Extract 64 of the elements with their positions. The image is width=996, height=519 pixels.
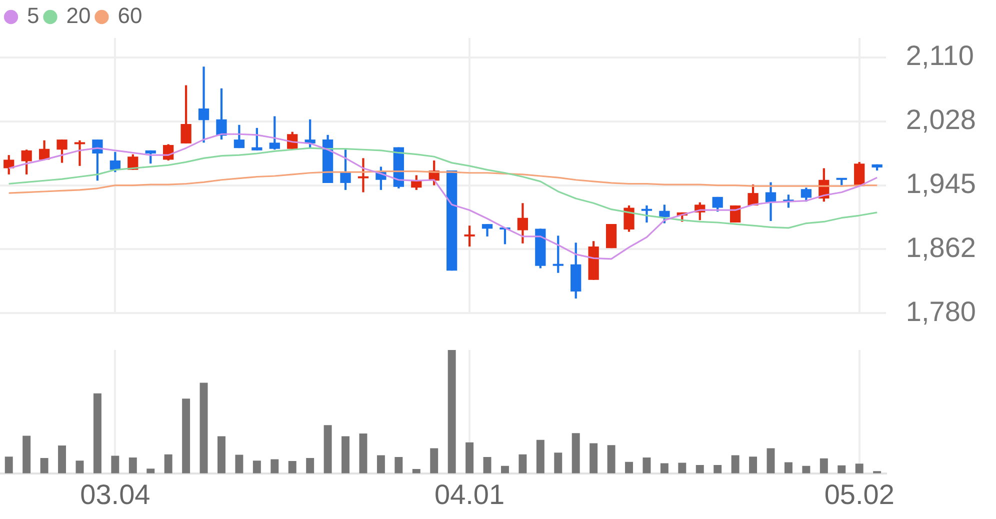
bar — [696, 465, 704, 474]
candlestick — [198, 66, 210, 143]
bar — [412, 468, 420, 474]
bar — [306, 458, 314, 474]
bar — [324, 425, 332, 474]
bar — [784, 462, 792, 474]
bar — [855, 464, 864, 474]
bar — [359, 434, 368, 474]
bar — [146, 468, 155, 474]
bar — [200, 382, 208, 474]
bar — [235, 454, 244, 474]
x-tick-label: 03.04 — [80, 478, 150, 510]
bar — [394, 456, 403, 474]
bar — [111, 456, 120, 474]
bar — [466, 442, 474, 474]
legend-label: 60 — [118, 3, 142, 28]
y-tick-label: 2,110 — [906, 40, 974, 72]
bar — [430, 448, 438, 474]
bar — [536, 440, 544, 474]
bar — [660, 463, 668, 474]
bar — [4, 456, 13, 474]
bar — [500, 466, 509, 474]
candlestick — [358, 158, 369, 192]
bar — [625, 462, 633, 474]
bar — [128, 457, 137, 474]
y-tick-label: 2,028 — [906, 104, 976, 136]
bar — [572, 433, 580, 474]
bar — [58, 446, 66, 474]
bar — [749, 456, 758, 474]
candlestick — [74, 140, 86, 166]
bar — [288, 461, 296, 474]
bar — [483, 456, 492, 474]
bar — [590, 443, 598, 474]
legend-label: 5 — [27, 3, 40, 28]
bar — [342, 436, 350, 474]
bar — [554, 452, 562, 474]
bar — [766, 448, 775, 474]
bar — [164, 454, 172, 474]
bar — [607, 445, 616, 474]
bar — [76, 460, 84, 474]
bar — [820, 458, 828, 474]
bar — [642, 457, 651, 474]
y-tick-label: 1,780 — [906, 296, 976, 327]
x-tick-label: 05.02 — [824, 478, 894, 510]
candlestick — [641, 205, 652, 222]
bar — [182, 398, 190, 474]
bar — [802, 466, 810, 474]
legend-label: 20 — [66, 3, 91, 28]
bar — [714, 465, 722, 474]
y-tick-label: 1,945 — [906, 168, 976, 200]
bar — [252, 460, 261, 474]
bar — [731, 455, 740, 474]
bar — [838, 465, 846, 474]
bar — [518, 454, 527, 474]
bar — [22, 436, 31, 474]
bar — [678, 462, 686, 474]
bar — [376, 455, 385, 474]
bar — [270, 459, 279, 474]
bar — [448, 350, 456, 474]
bar — [40, 458, 48, 474]
y-tick-label: 1,862 — [906, 232, 976, 263]
bar — [217, 436, 226, 474]
bar — [93, 393, 102, 474]
x-tick-label: 04.01 — [434, 478, 505, 510]
